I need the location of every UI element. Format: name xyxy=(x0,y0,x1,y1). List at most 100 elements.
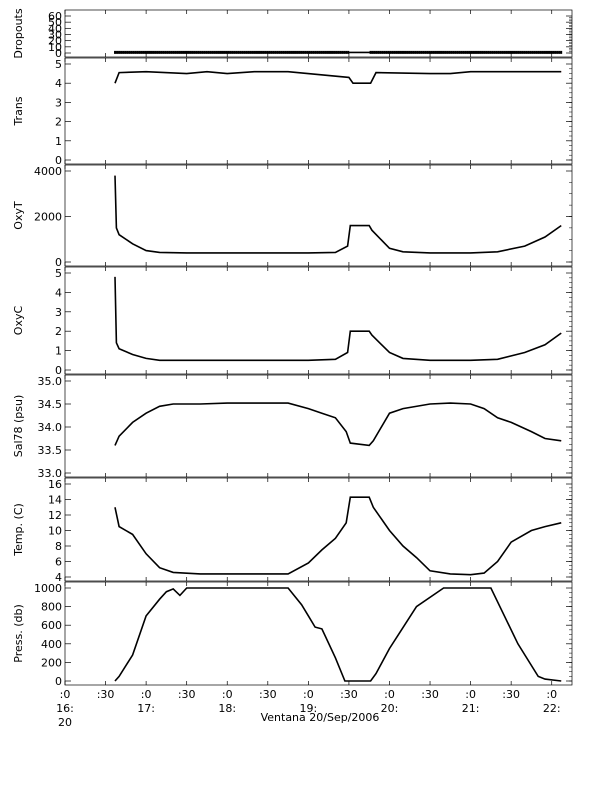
dropout-marker xyxy=(422,50,425,54)
dropout-marker xyxy=(320,50,323,54)
dropout-marker xyxy=(537,50,540,54)
dropout-marker xyxy=(493,50,496,54)
x-tick-label: :0 xyxy=(60,688,71,701)
panel-6: 0 200 400 600 800 1000 Press. (db) xyxy=(12,581,573,688)
dropout-marker xyxy=(554,50,557,54)
dropout-marker xyxy=(397,50,400,54)
x-tick-label-day: 20 xyxy=(58,716,72,729)
y-tick-label: 35.0 xyxy=(38,375,63,388)
dropout-marker xyxy=(162,50,165,54)
dropout-marker xyxy=(231,50,234,54)
dropout-marker xyxy=(168,50,171,54)
dropout-marker xyxy=(412,50,415,54)
dropout-marker xyxy=(507,50,510,54)
chart-panels: 0102030405060Dropouts012345Trans02000400… xyxy=(12,8,573,688)
y-tick-label: 0 xyxy=(55,47,62,60)
dropout-marker xyxy=(558,50,561,54)
dropout-marker xyxy=(464,50,467,54)
dropout-marker xyxy=(229,50,232,54)
dropout-marker xyxy=(505,50,508,54)
dropout-marker xyxy=(375,50,378,54)
dropout-marker xyxy=(274,50,277,54)
y-tick-label: 33.0 xyxy=(38,467,63,480)
dropout-marker xyxy=(191,50,194,54)
y-tick-label: 1 xyxy=(55,135,62,148)
dropout-marker xyxy=(430,50,433,54)
dropout-marker xyxy=(539,50,542,54)
dropout-marker xyxy=(268,50,271,54)
dropout-marker xyxy=(499,50,502,54)
dropout-marker xyxy=(446,50,449,54)
dropout-marker xyxy=(255,50,258,54)
dropout-marker xyxy=(491,50,494,54)
dropout-marker xyxy=(456,50,459,54)
dropout-marker xyxy=(414,50,417,54)
dropout-marker xyxy=(402,50,404,54)
dropout-marker xyxy=(280,50,283,54)
dropout-marker xyxy=(527,50,530,54)
dropout-marker xyxy=(237,50,240,54)
dropout-marker xyxy=(235,50,238,54)
dropout-marker xyxy=(545,50,548,54)
dropout-marker xyxy=(318,50,321,54)
dropout-marker xyxy=(424,50,427,54)
dropout-marker xyxy=(442,50,445,54)
dropout-marker xyxy=(312,50,315,54)
dropout-marker xyxy=(466,50,469,54)
dropout-marker xyxy=(481,50,484,54)
panel-5: 4 6 8 10 12 14 16 Temp. (C) xyxy=(12,477,573,584)
dropout-marker xyxy=(174,50,177,54)
dropout-marker xyxy=(438,50,441,54)
dropout-marker xyxy=(296,50,299,54)
y-tick-label: 5 xyxy=(55,58,62,71)
dropout-marker xyxy=(341,50,344,54)
dropout-marker xyxy=(172,50,175,54)
dropout-marker xyxy=(306,50,309,54)
dropout-marker xyxy=(146,50,149,54)
panel-frame xyxy=(64,374,573,478)
dropout-marker xyxy=(292,50,295,54)
dropout-marker xyxy=(264,50,267,54)
dropout-marker xyxy=(124,50,127,54)
dropout-marker xyxy=(487,50,490,54)
dropout-marker xyxy=(304,50,307,54)
dropout-marker xyxy=(347,50,350,54)
y-tick-label: 60 xyxy=(48,10,62,23)
dropout-marker xyxy=(262,50,265,54)
dropout-marker xyxy=(170,50,173,54)
y-tick-label: 2000 xyxy=(34,211,62,224)
x-tick-label-hour: 18: xyxy=(218,702,236,715)
x-tick-label: :30 xyxy=(259,688,277,701)
y-tick-label: 12 xyxy=(48,509,62,522)
x-tick-label: :30 xyxy=(97,688,115,701)
panel-frame xyxy=(64,477,573,582)
dropout-marker xyxy=(440,50,443,54)
series-processed xyxy=(114,276,562,362)
y-axis-title: Press. (db) xyxy=(12,604,25,663)
dropout-marker xyxy=(531,50,534,54)
dropout-marker xyxy=(298,50,301,54)
dropout-marker xyxy=(513,50,516,54)
x-tick-label: :30 xyxy=(502,688,520,701)
dropout-marker xyxy=(219,50,222,54)
y-tick-label: 34.0 xyxy=(38,421,63,434)
x-tick-label: :30 xyxy=(178,688,196,701)
dropout-marker xyxy=(136,50,139,54)
x-tick-label: :0 xyxy=(222,688,233,701)
dropout-marker xyxy=(276,50,279,54)
dropout-marker xyxy=(511,50,514,54)
dropout-marker xyxy=(333,50,336,54)
panel-2: 0 2000 4000 OxyT xyxy=(12,164,573,269)
dropout-marker xyxy=(116,50,119,54)
y-tick-label: 0 xyxy=(55,154,62,167)
dropout-marker xyxy=(300,50,303,54)
series-processed xyxy=(114,496,562,576)
x-tick-label-hour: 17: xyxy=(137,702,155,715)
dropout-marker xyxy=(432,50,435,54)
panel-frame xyxy=(64,9,573,58)
dropout-marker xyxy=(213,50,216,54)
dropout-marker xyxy=(436,50,439,54)
dropout-marker xyxy=(241,50,244,54)
dropout-marker xyxy=(462,50,465,54)
y-tick-label: 34.5 xyxy=(38,398,63,411)
